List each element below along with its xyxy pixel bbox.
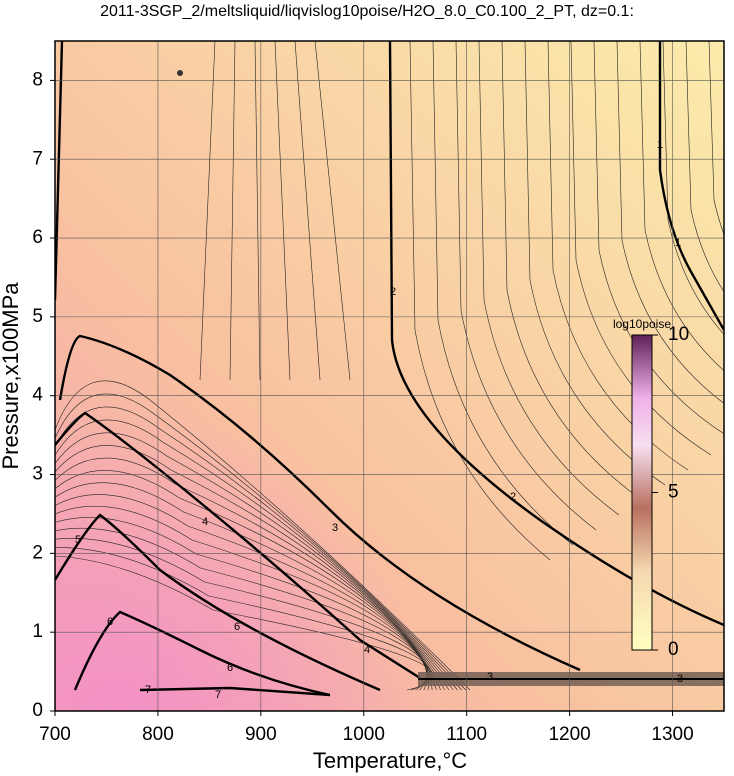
contour [314,41,351,381]
contour-label: 7 [215,689,221,701]
contour [55,470,441,691]
contour-label: 2 [390,286,396,298]
contour [55,457,446,691]
y-tick-label: 1 [32,621,43,642]
contour [55,419,458,691]
contour [58,334,581,672]
y-tick-label: 7 [32,148,43,169]
contour [570,41,712,456]
contour-label: 4 [202,516,208,528]
contour [658,41,724,331]
marker [177,70,183,76]
contour-label: 2 [510,491,516,503]
contour [274,41,291,381]
contour [55,406,462,691]
contour [229,41,236,381]
contour [478,41,620,516]
contour [455,41,597,531]
contour [55,445,450,691]
contour [55,513,381,692]
colorbar-label: log10poise [613,317,671,331]
contour-label: 1 [657,139,663,151]
contours [55,41,724,691]
x-tick-label: 700 [39,724,71,745]
y-tick-label: 8 [32,69,43,90]
contour [199,41,216,381]
x-tick-label: 800 [142,724,174,745]
x-tick-label: 900 [245,724,277,745]
colorbar-tick-label: 0 [668,639,679,660]
plot-area: 1 1 2 2 3 3 4 4 5 6 6 6 7 7 3 [55,41,724,711]
contour [639,41,724,372]
colorbar [631,334,653,651]
plot-frame [54,40,725,712]
x-tick-label: 1200 [548,724,590,745]
contour [616,41,724,404]
colorbar-tick-label: 10 [668,324,689,345]
contour [55,547,431,691]
contour-label: 5 [75,534,81,546]
contour [55,432,454,691]
x-axis-label: Temperature,°C [313,748,467,773]
chart-title: 2011-3SGP_2/meltsliquid/liqvislog10poise… [100,3,634,20]
contour [55,393,467,691]
contour-label: 6 [107,616,113,628]
contour-label: 7 [145,684,151,696]
contour [708,41,724,235]
contour [55,482,437,691]
colorbar-tick-label: 5 [668,482,679,503]
background [55,41,724,711]
contour [55,411,421,680]
contour [55,538,429,691]
contour [685,41,724,293]
contour [432,41,574,546]
contour-label: 1 [675,237,681,249]
y-tick-label: 0 [32,700,43,721]
contour [55,380,471,691]
contour-label: 4 [364,644,370,656]
contour [254,41,261,381]
y-axis-label: Pressure,x100MPa [0,282,23,470]
contour-label: 3 [677,673,683,685]
y-tick-label: 2 [32,542,43,563]
contour [294,41,321,381]
contour-label: 6 [227,662,233,674]
contour-label: 3 [332,522,338,534]
contour [139,686,331,697]
y-tick-label: 4 [32,385,43,406]
contour-label: 3 [487,671,493,683]
contour-label: 6 [234,621,240,633]
y-tick-label: 3 [32,464,43,485]
contour [501,41,643,501]
y-tick-label: 6 [32,227,43,248]
x-tick-label: 1000 [343,724,385,745]
x-tick-label: 1100 [446,724,487,745]
contour [388,41,724,627]
x-tick-label: 1300 [651,724,693,745]
y-tick-label: 5 [32,306,43,327]
contour [55,494,433,691]
contour [547,41,689,471]
